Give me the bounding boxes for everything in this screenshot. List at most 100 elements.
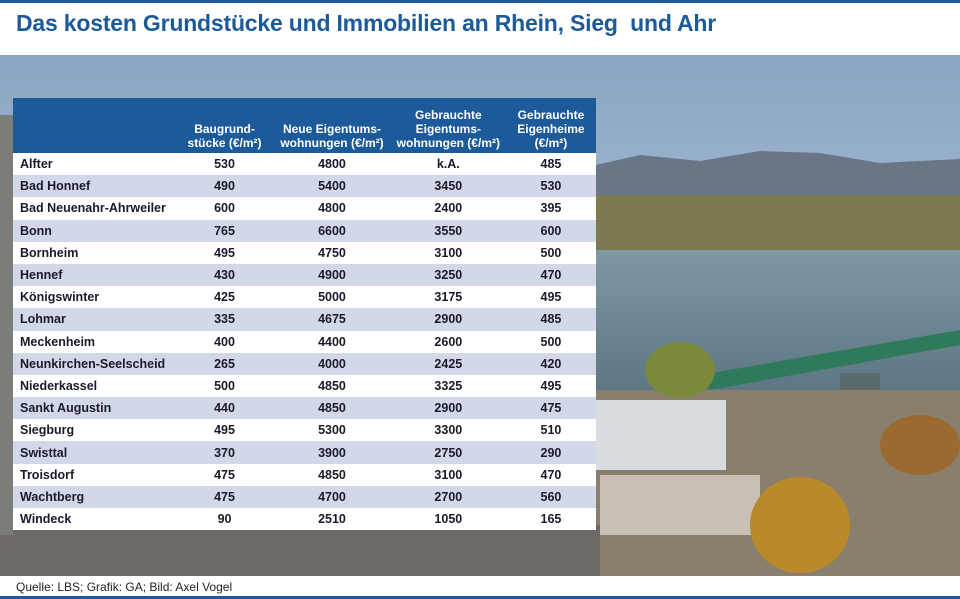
- cell: 3300: [390, 419, 506, 442]
- cell: 90: [175, 508, 274, 531]
- table-row: Königswinter 425 5000 3175 495: [13, 286, 596, 309]
- cell: 370: [175, 441, 274, 464]
- cell: k.A.: [390, 153, 506, 176]
- cell: 530: [175, 153, 274, 176]
- row-label: Alfter: [13, 153, 176, 176]
- row-label: Siegburg: [13, 419, 176, 442]
- cell: 2425: [390, 352, 506, 375]
- cell: 485: [505, 153, 596, 176]
- cell: 2510: [273, 508, 391, 531]
- top-rule: [0, 0, 960, 3]
- row-label: Bonn: [13, 219, 176, 242]
- cell: 395: [505, 197, 596, 220]
- row-label: Bad Honnef: [13, 175, 176, 198]
- cell: 5300: [273, 419, 391, 442]
- cell: 5400: [273, 175, 391, 198]
- cell: 4800: [273, 197, 391, 220]
- cell: 500: [175, 374, 274, 398]
- cell: 4850: [273, 397, 391, 420]
- table-row: Neunkirchen-Seelscheid 265 4000 2425 420: [13, 352, 596, 375]
- cell: 4750: [273, 241, 391, 264]
- table-row: Meckenheim 400 4400 2600 500: [13, 330, 596, 353]
- row-label: Lohmar: [13, 308, 176, 331]
- column-header: [13, 98, 176, 153]
- table-row: Bad Neuenahr-Ahrweiler 600 4800 2400 395: [13, 197, 596, 220]
- row-label: Hennef: [13, 263, 176, 287]
- cell: 5000: [273, 286, 391, 309]
- cell: 2700: [390, 485, 506, 508]
- table-row: Alfter 530 4800 k.A. 485: [13, 153, 596, 176]
- table-row: Swisttal 370 3900 2750 290: [13, 441, 596, 464]
- table-row: Niederkassel 500 4850 3325 495: [13, 374, 596, 398]
- cell: 6600: [273, 219, 391, 242]
- cell: 560: [505, 485, 596, 508]
- table-row: Troisdorf 475 4850 3100 470: [13, 463, 596, 486]
- table-row: Bonn 765 6600 3550 600: [13, 219, 596, 242]
- cell: 475: [505, 397, 596, 420]
- table-row: Bornheim 495 4750 3100 500: [13, 241, 596, 264]
- cell: 3100: [390, 463, 506, 486]
- cell: 3250: [390, 263, 506, 287]
- cell: 3900: [273, 441, 391, 464]
- cell: 2900: [390, 397, 506, 420]
- column-header: Gebrauchte Eigentums- wohnungen (€/m²): [390, 98, 506, 153]
- cell: 765: [175, 219, 274, 242]
- table-row: Siegburg 495 5300 3300 510: [13, 419, 596, 442]
- cell: 495: [505, 374, 596, 398]
- cell: 3325: [390, 374, 506, 398]
- cell: 600: [175, 197, 274, 220]
- row-label: Neunkirchen-Seelscheid: [13, 352, 176, 375]
- row-label: Swisttal: [13, 441, 176, 464]
- table-row: Hennef 430 4900 3250 470: [13, 263, 596, 287]
- cell: 3450: [390, 175, 506, 198]
- cell: 430: [175, 263, 274, 287]
- header-row: Baugrund- stücke (€/m²) Neue Eigentums- w…: [13, 98, 596, 153]
- cell: 4700: [273, 485, 391, 508]
- cell: 2400: [390, 197, 506, 220]
- cell: 2900: [390, 308, 506, 331]
- cell: 1050: [390, 508, 506, 531]
- cell: 495: [175, 419, 274, 442]
- row-label: Meckenheim: [13, 330, 176, 353]
- cell: 425: [175, 286, 274, 309]
- row-label: Niederkassel: [13, 374, 176, 398]
- cell: 4900: [273, 263, 391, 287]
- cell: 4850: [273, 463, 391, 486]
- column-header: Gebrauchte Eigenheime (€/m²): [505, 98, 596, 153]
- cell: 400: [175, 330, 274, 353]
- cell: 4000: [273, 352, 391, 375]
- cell: 500: [505, 241, 596, 264]
- cell: 420: [505, 352, 596, 375]
- table-row: Wachtberg 475 4700 2700 560: [13, 485, 596, 508]
- cell: 500: [505, 330, 596, 353]
- cell: 4675: [273, 308, 391, 331]
- row-label: Troisdorf: [13, 463, 176, 486]
- column-header: Baugrund- stücke (€/m²): [175, 98, 274, 153]
- cell: 4800: [273, 153, 391, 176]
- table-row: Bad Honnef 490 5400 3450 530: [13, 175, 596, 198]
- cell: 475: [175, 463, 274, 486]
- cell: 600: [505, 219, 596, 242]
- cell: 495: [505, 286, 596, 309]
- cell: 4850: [273, 374, 391, 398]
- table-row: Lohmar 335 4675 2900 485: [13, 308, 596, 331]
- cell: 165: [505, 508, 596, 531]
- row-label: Bad Neuenahr-Ahrweiler: [13, 197, 176, 220]
- row-label: Windeck: [13, 508, 176, 531]
- cell: 2600: [390, 330, 506, 353]
- row-label: Sankt Augustin: [13, 397, 176, 420]
- cell: 335: [175, 308, 274, 331]
- source-note: Quelle: LBS; Grafik: GA; Bild: Axel Voge…: [16, 580, 233, 594]
- cell: 440: [175, 397, 274, 420]
- cell: 485: [505, 308, 596, 331]
- cell: 530: [505, 175, 596, 198]
- table-row: Windeck 90 2510 1050 165: [13, 508, 596, 531]
- cell: 3100: [390, 241, 506, 264]
- price-table: Baugrund- stücke (€/m²) Neue Eigentums- w…: [13, 98, 596, 531]
- cell: 290: [505, 441, 596, 464]
- cell: 4400: [273, 330, 391, 353]
- cell: 490: [175, 175, 274, 198]
- cell: 510: [505, 419, 596, 442]
- title: Das kosten Grundstücke und Immobilien an…: [16, 10, 717, 36]
- cell: 470: [505, 263, 596, 287]
